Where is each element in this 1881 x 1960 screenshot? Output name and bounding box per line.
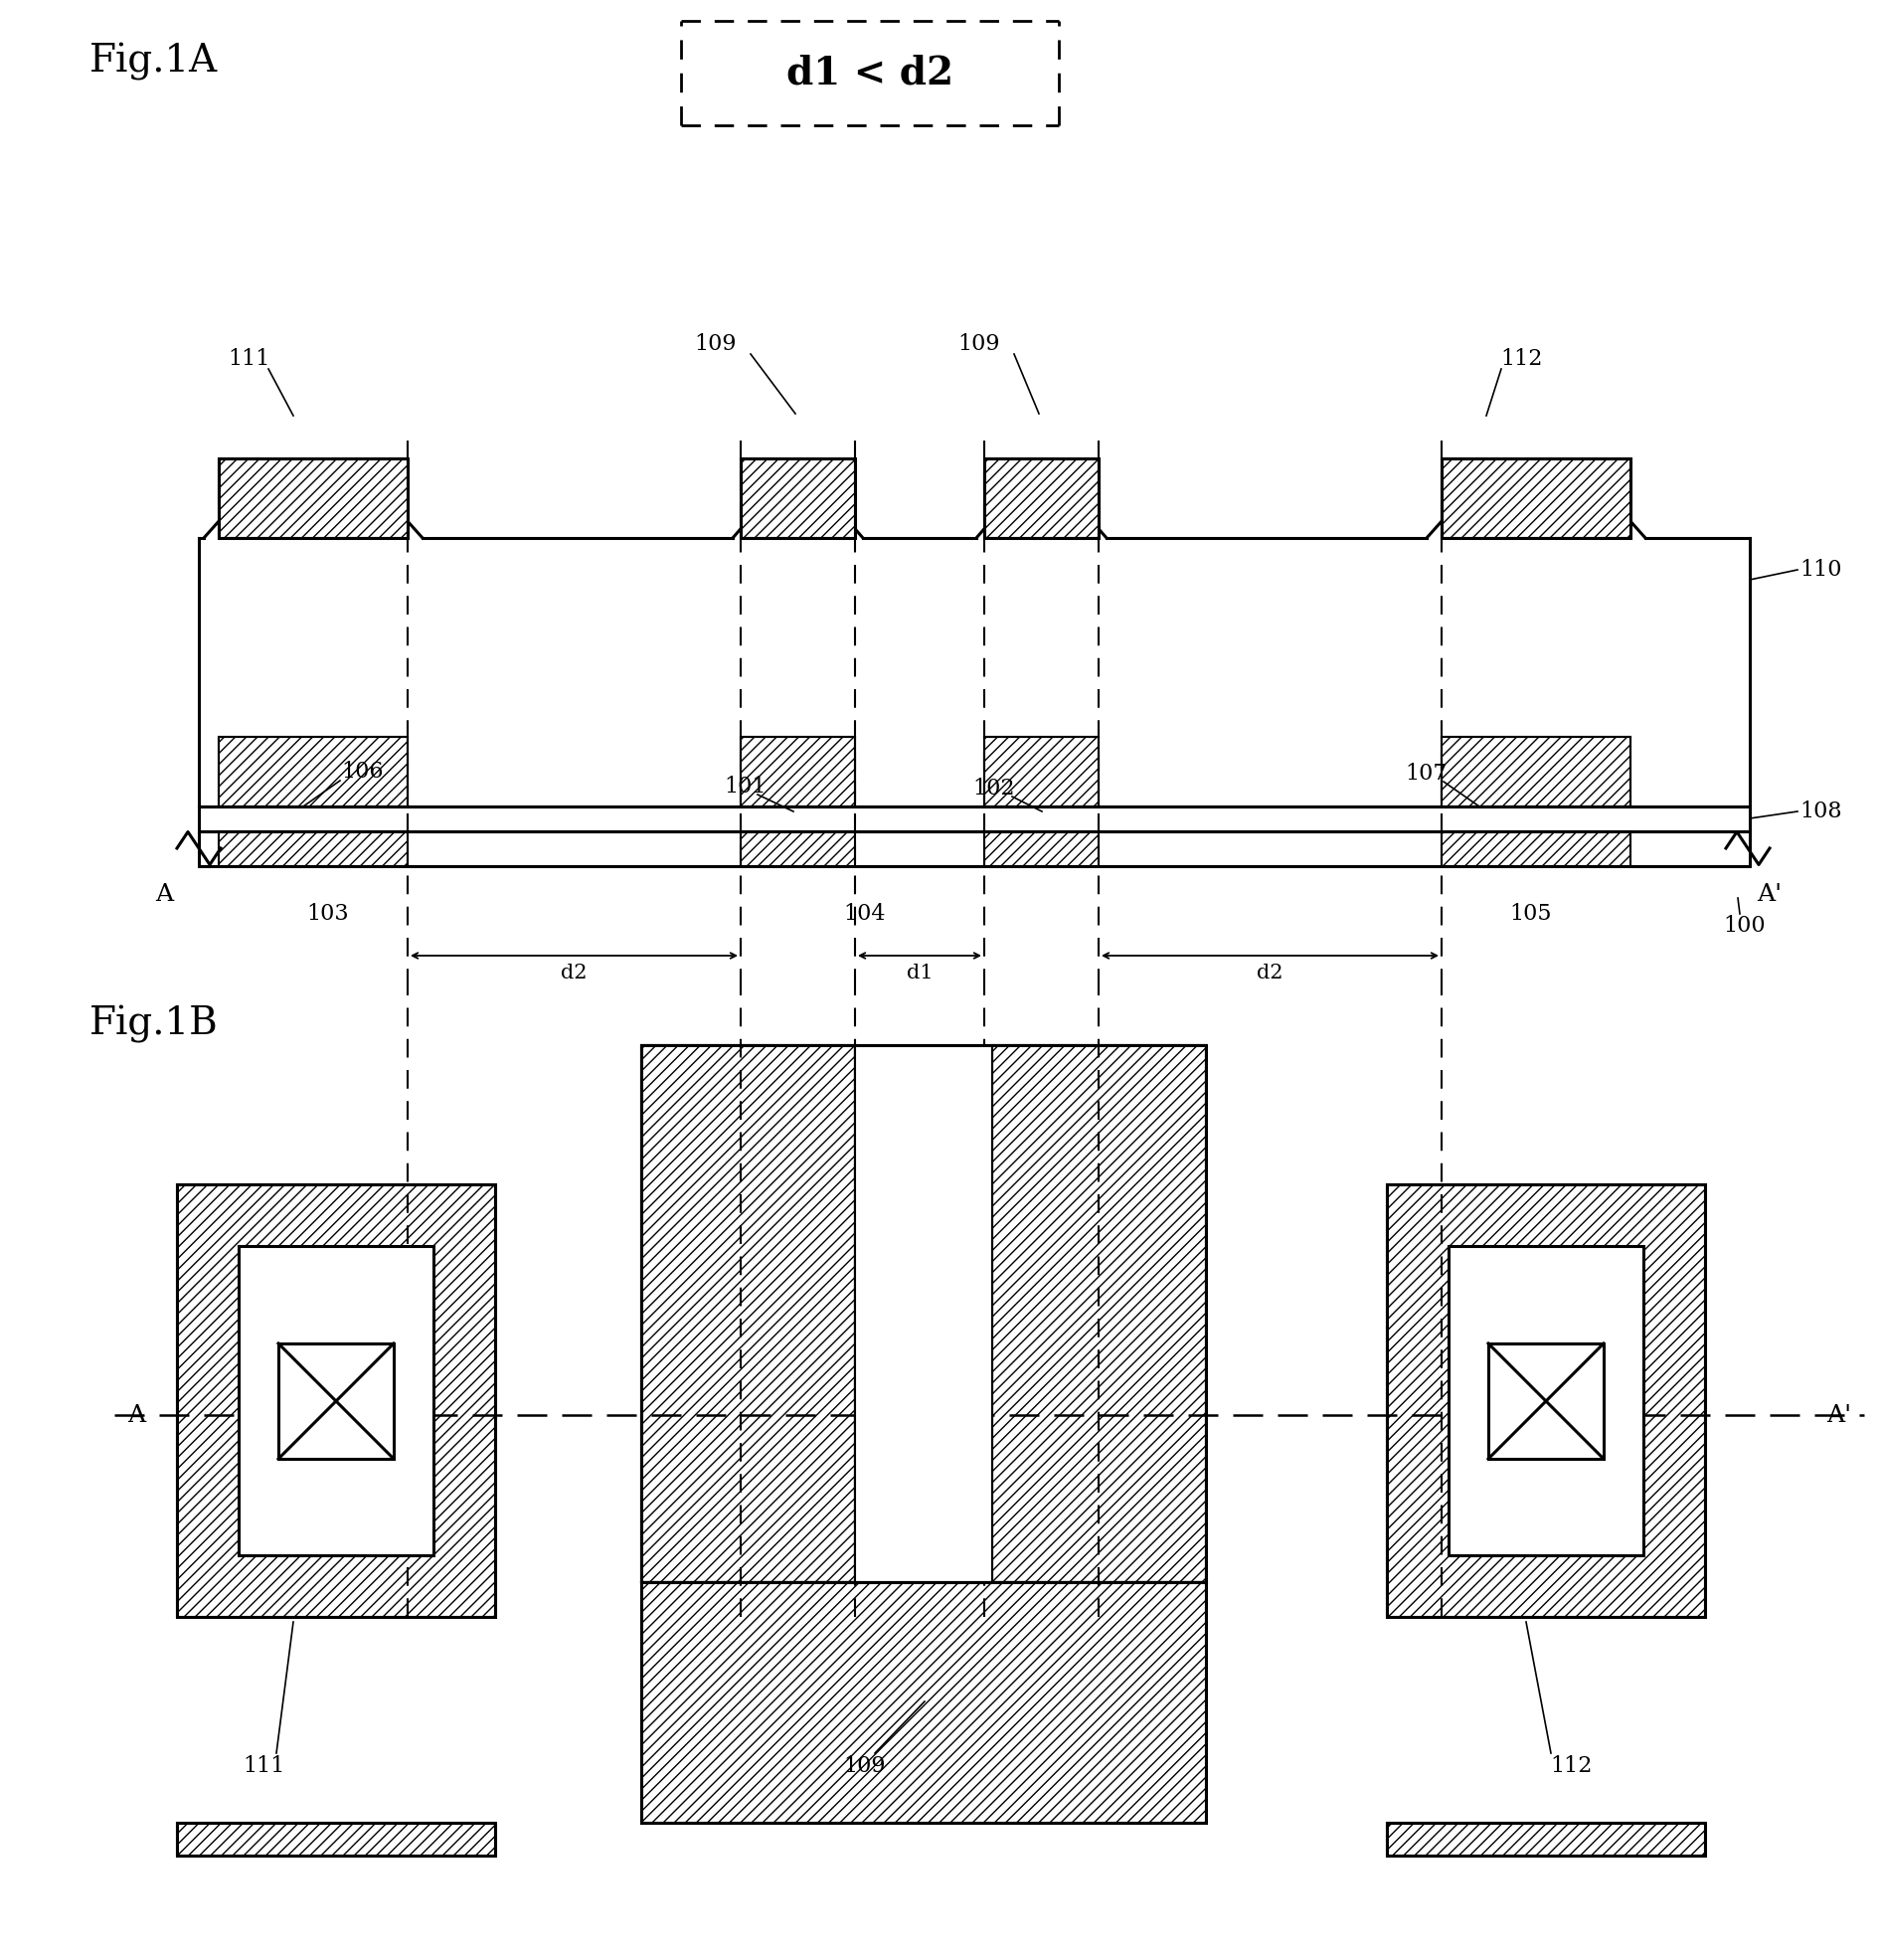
Bar <box>856 1045 991 1582</box>
Bar <box>984 459 1099 537</box>
Bar <box>177 1823 495 1856</box>
Bar <box>641 1045 856 1582</box>
Bar <box>984 831 1099 866</box>
Bar <box>239 1247 433 1556</box>
Bar <box>218 737 408 806</box>
Bar <box>218 459 408 537</box>
Text: 109: 109 <box>694 333 737 355</box>
Bar <box>991 1045 1206 1582</box>
Bar <box>218 831 408 866</box>
Bar <box>984 737 1099 806</box>
Text: A: A <box>154 882 173 906</box>
Bar <box>278 1343 393 1458</box>
Text: 102: 102 <box>972 778 1016 800</box>
Text: d1: d1 <box>907 964 933 984</box>
Bar <box>741 737 856 806</box>
Text: 109: 109 <box>957 333 1001 355</box>
Bar <box>218 737 408 806</box>
Bar <box>1441 737 1631 806</box>
Bar <box>741 831 856 866</box>
Text: 103: 103 <box>307 904 350 925</box>
Text: 110: 110 <box>1800 559 1841 580</box>
Bar <box>177 1184 495 1617</box>
Bar <box>177 1823 495 1856</box>
Text: A: A <box>128 1403 145 1427</box>
Bar <box>741 459 856 537</box>
Bar <box>1386 1823 1704 1856</box>
Text: 112: 112 <box>1550 1754 1591 1778</box>
Bar <box>1441 459 1631 537</box>
Text: 111: 111 <box>243 1754 284 1778</box>
Bar <box>1448 1247 1644 1556</box>
Text: d1 < d2: d1 < d2 <box>786 55 954 92</box>
Bar <box>741 737 856 806</box>
Text: 109: 109 <box>845 1754 886 1778</box>
Bar <box>177 1184 495 1617</box>
Text: 106: 106 <box>342 760 384 782</box>
Bar <box>641 1582 1206 1823</box>
Bar <box>199 831 1749 866</box>
Text: 105: 105 <box>1510 904 1552 925</box>
Bar <box>199 537 1749 806</box>
Bar <box>218 459 408 537</box>
Text: 107: 107 <box>1405 762 1448 784</box>
Text: 104: 104 <box>845 904 886 925</box>
Bar <box>1386 1823 1704 1856</box>
Text: 101: 101 <box>724 776 767 798</box>
Bar <box>1441 459 1631 537</box>
Text: 100: 100 <box>1723 915 1766 937</box>
Text: d2: d2 <box>1257 964 1283 984</box>
Text: 112: 112 <box>1499 349 1542 370</box>
Text: d2: d2 <box>561 964 587 984</box>
Bar <box>1441 831 1631 866</box>
Bar <box>991 1045 1206 1582</box>
Bar <box>741 459 856 537</box>
Bar <box>1441 737 1631 806</box>
Bar <box>1386 1184 1704 1617</box>
Text: Fig.1B: Fig.1B <box>90 1005 218 1043</box>
Text: 111: 111 <box>228 349 269 370</box>
Bar <box>641 1045 1206 1582</box>
Text: A': A' <box>1826 1403 1851 1427</box>
Bar <box>984 737 1099 806</box>
Text: 108: 108 <box>1800 800 1841 823</box>
Bar <box>641 1045 856 1582</box>
Text: A': A' <box>1757 882 1781 906</box>
Bar <box>199 806 1749 831</box>
Bar <box>984 459 1099 537</box>
Bar <box>1488 1343 1604 1458</box>
Text: Fig.1A: Fig.1A <box>90 43 218 80</box>
Bar <box>1386 1184 1704 1617</box>
Bar <box>641 1582 1206 1823</box>
